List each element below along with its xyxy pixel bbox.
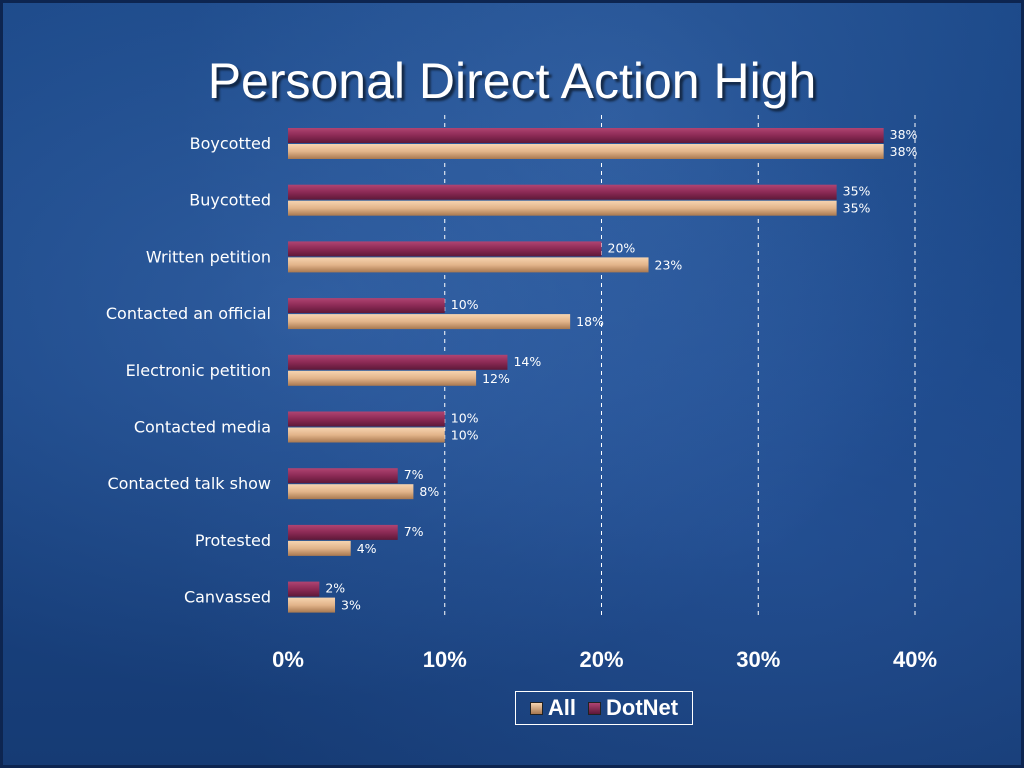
data-label-dotnet: 38% [890, 127, 918, 142]
category-label: Canvassed [184, 588, 271, 607]
category-label: Electronic petition [126, 361, 271, 380]
data-label-all: 10% [451, 428, 479, 443]
x-tick-label: 0% [272, 647, 304, 672]
category-label: Protested [195, 531, 271, 550]
category-label: Buycotted [189, 191, 271, 210]
legend-label-dotnet: DotNet [606, 695, 679, 720]
legend-item-dotnet: DotNet [588, 695, 678, 721]
legend-swatch-dotnet [588, 701, 601, 715]
data-label-dotnet: 35% [843, 184, 871, 199]
category-label: Contacted media [134, 418, 271, 437]
bar-dotnet [288, 184, 837, 200]
legend-label-all: All [547, 695, 576, 720]
data-label-dotnet: 10% [451, 297, 479, 312]
chart-title: Personal Direct Action High [207, 53, 817, 109]
bar-all [288, 200, 837, 216]
category-label: Boycotted [190, 134, 271, 153]
bar-dotnet [288, 581, 320, 597]
bar-dotnet [288, 468, 398, 484]
data-label-dotnet: 20% [608, 240, 636, 255]
bars [288, 128, 884, 613]
data-label-all: 12% [482, 371, 510, 386]
bar-all [288, 540, 351, 556]
data-label-all: 3% [341, 598, 361, 613]
bar-dotnet [288, 128, 884, 143]
data-label-all: 18% [576, 314, 604, 329]
category-labels: Boycotted Buycotted Written petition Contac… [106, 134, 271, 607]
data-label-all: 23% [655, 257, 683, 272]
x-axis-tick-labels: 0% 10% 20% 30% 40% [272, 647, 937, 672]
data-label-dotnet: 2% [325, 581, 345, 596]
bar-dotnet [288, 411, 445, 427]
bar-dotnet [288, 298, 445, 314]
x-tick-label: 30% [736, 647, 780, 672]
data-label-all: 4% [357, 541, 377, 556]
value-labels: 38% 38% 35% 35% 20% 23% 10% 18% 14%12% 10% 10% 7% 8%… [325, 127, 917, 613]
legend: All DotNet [515, 691, 693, 725]
bar-all [288, 597, 336, 613]
data-label-dotnet: 14% [513, 354, 541, 369]
x-tick-label: 20% [579, 647, 623, 672]
data-label-dotnet: 10% [451, 411, 479, 426]
data-label-dotnet: 7% [404, 524, 424, 539]
legend-item-all: All [529, 695, 576, 721]
data-label-all: 35% [843, 201, 871, 216]
category-label: Written petition [146, 247, 271, 266]
data-label-all: 38% [890, 144, 918, 159]
bar-dotnet [288, 524, 398, 540]
x-tick-label: 10% [423, 647, 467, 672]
category-label: Contacted an official [106, 304, 271, 323]
bar-all [288, 484, 414, 500]
category-label: Contacted talk show [107, 474, 271, 493]
bar-all [288, 144, 884, 159]
legend-swatch-all [529, 701, 543, 715]
bar-all [288, 257, 649, 273]
bar-all [288, 427, 445, 443]
x-tick-label: 40% [893, 647, 937, 672]
data-label-all: 8% [419, 484, 439, 499]
data-label-dotnet: 7% [404, 467, 424, 482]
bar-dotnet [288, 241, 602, 257]
bar-dotnet [288, 354, 508, 370]
bar-all [288, 314, 571, 330]
bar-all [288, 370, 477, 386]
